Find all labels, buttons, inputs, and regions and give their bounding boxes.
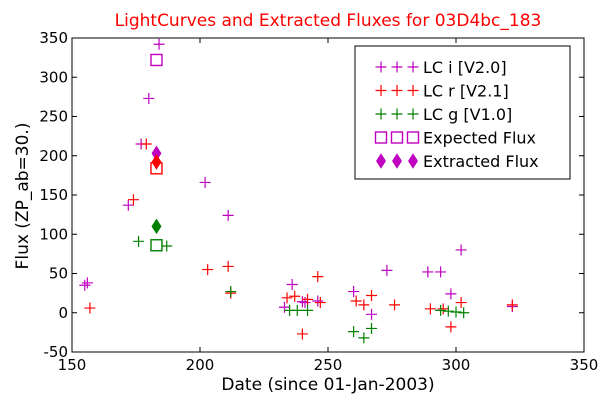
data-point: [358, 332, 370, 344]
data-point: [296, 296, 308, 308]
data-point: [366, 308, 378, 320]
y-tick-label: -50: [44, 343, 69, 361]
y-tick-label: 200: [39, 147, 68, 165]
data-point: [458, 307, 470, 319]
data-point: [222, 260, 234, 272]
legend-label: LC i [V2.0]: [423, 58, 507, 77]
x-tick-label: 200: [186, 356, 215, 374]
y-tick-label: 250: [39, 108, 68, 126]
data-point: [296, 328, 308, 340]
data-point: [366, 322, 378, 334]
data-point: [506, 299, 518, 311]
x-axis-label: Date (since 01-Jan-2003): [221, 375, 434, 395]
data-point: [278, 301, 290, 313]
x-tick-label: 250: [314, 356, 343, 374]
data-point: [140, 138, 152, 150]
data-point: [150, 53, 163, 67]
data-point: [161, 240, 173, 252]
legend-marker: [391, 61, 403, 73]
y-axis-label: Flux (ZP_ab=30.): [13, 123, 33, 270]
legend-marker: [406, 131, 420, 144]
data-point: [348, 286, 360, 298]
data-point: [151, 218, 162, 235]
data-point: [302, 293, 314, 305]
legend: LC i [V2.0] LC r [V2.1] LC g [V1.0] Expecte…: [354, 45, 571, 180]
legend-marker: [407, 61, 419, 73]
plot-area: 150 200 250 300 350 -50 0 50 100 150 200 250 300 350 L…: [39, 29, 598, 374]
legend-label: Expected Flux: [423, 129, 536, 148]
legend-marker: [392, 153, 402, 169]
data-point: [122, 199, 134, 211]
series-2: [133, 235, 470, 344]
legend-marker: [390, 131, 404, 144]
data-point: [389, 299, 401, 311]
legend-label: LC r [V2.1]: [423, 82, 509, 101]
y-tick-label: 50: [49, 265, 68, 283]
chart-title: LightCurves and Extracted Fluxes for 03D…: [115, 11, 542, 31]
legend-marker: [376, 153, 386, 169]
data-point: [312, 295, 324, 307]
legend-marker: [408, 153, 418, 169]
data-point: [455, 297, 467, 309]
data-point: [202, 264, 214, 276]
data-point: [291, 304, 303, 316]
legend-marker: [407, 108, 419, 120]
y-tick-label: 350: [39, 29, 68, 47]
data-point: [381, 264, 393, 276]
data-point: [222, 209, 234, 221]
legend-marker: [391, 108, 403, 120]
y-tick-label: 150: [39, 186, 68, 204]
data-point: [358, 299, 370, 311]
legend-box: [354, 45, 571, 180]
data-point: [225, 286, 237, 298]
data-point: [302, 304, 314, 316]
data-point: [81, 277, 93, 289]
legend-marker: [375, 61, 387, 73]
legend-marker: [375, 85, 387, 96]
data-point: [435, 304, 447, 316]
data-point: [143, 92, 155, 104]
data-point: [435, 266, 447, 278]
legend-marker: [407, 85, 419, 96]
legend-marker: [375, 108, 387, 120]
data-point: [312, 271, 324, 283]
data-point: [445, 321, 457, 333]
data-point: [437, 303, 449, 315]
data-point: [299, 297, 311, 309]
data-point: [289, 290, 301, 302]
data-point: [281, 292, 293, 304]
x-tick-label: 350: [570, 356, 599, 374]
data-point: [366, 289, 378, 301]
y-tick-label: 300: [39, 68, 68, 86]
legend-marker: [374, 131, 388, 144]
data-point: [422, 266, 434, 278]
data-point: [84, 302, 96, 314]
data-point: [442, 305, 454, 317]
data-point: [127, 194, 139, 206]
legend-label: LC g [V1.0]: [423, 105, 512, 124]
x-tick-label: 300: [442, 356, 471, 374]
data-point: [314, 297, 326, 309]
data-point: [151, 154, 162, 170]
data-point: [133, 235, 145, 247]
data-point: [199, 176, 211, 188]
y-tick-label: 0: [58, 304, 68, 322]
data-point: [455, 244, 467, 256]
y-tick-label: 100: [39, 225, 68, 243]
x-tick-label: 150: [58, 356, 87, 374]
data-point: [286, 278, 298, 290]
data-point: [450, 306, 462, 318]
data-point: [153, 38, 165, 50]
data-point: [445, 288, 457, 300]
data-point: [350, 295, 362, 307]
data-point: [79, 279, 91, 291]
series-4: [151, 145, 162, 235]
legend-label: Extracted Flux: [423, 152, 539, 171]
data-point: [150, 239, 163, 252]
data-point: [348, 326, 360, 338]
legend-marker: [391, 85, 403, 96]
data-point: [424, 303, 436, 315]
